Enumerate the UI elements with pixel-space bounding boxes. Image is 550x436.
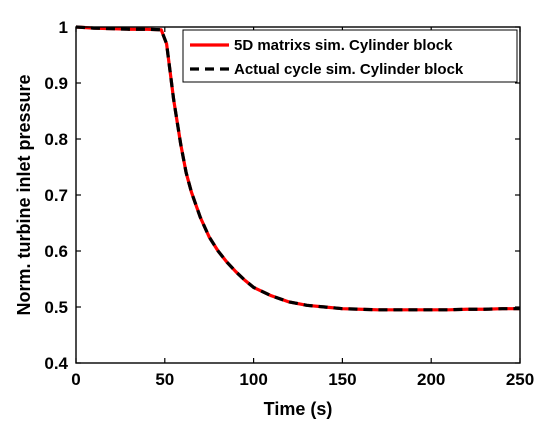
legend-box bbox=[182, 29, 518, 83]
x-axis-title: Time (s) bbox=[264, 399, 333, 419]
x-tick-label: 50 bbox=[155, 370, 174, 389]
x-tick-label: 150 bbox=[328, 370, 356, 389]
y-tick-label: 0.7 bbox=[44, 186, 68, 205]
legend: 5D matrixs sim. Cylinder block Actual cy… bbox=[182, 29, 518, 83]
plot-area bbox=[75, 25, 520, 312]
series-layer bbox=[75, 25, 520, 312]
x-tick-label: 250 bbox=[506, 370, 534, 389]
y-tick-label: 0.6 bbox=[44, 242, 68, 261]
x-tick-label: 100 bbox=[239, 370, 267, 389]
y-tick-label: 1 bbox=[59, 18, 68, 37]
x-axis: 0 50 100 150 200 250 bbox=[71, 27, 534, 389]
y-tick-label: 0.8 bbox=[44, 130, 68, 149]
y-tick-label: 0.5 bbox=[44, 298, 68, 317]
y-tick-label: 0.4 bbox=[44, 354, 68, 373]
x-tick-label: 200 bbox=[417, 370, 445, 389]
series-actual-cycle-line bbox=[75, 25, 520, 312]
legend-label-actual-cycle: Actual cycle sim. Cylinder block bbox=[234, 61, 464, 78]
legend-label-5d-matrixs: 5D matrixs sim. Cylinder block bbox=[234, 37, 453, 54]
y-axis: 0.4 0.5 0.6 0.7 0.8 0.9 1 bbox=[44, 18, 520, 373]
y-axis-title: Norm. turbine inlet pressure bbox=[14, 74, 34, 315]
x-tick-label: 0 bbox=[71, 370, 80, 389]
y-tick-label: 0.9 bbox=[44, 74, 68, 93]
